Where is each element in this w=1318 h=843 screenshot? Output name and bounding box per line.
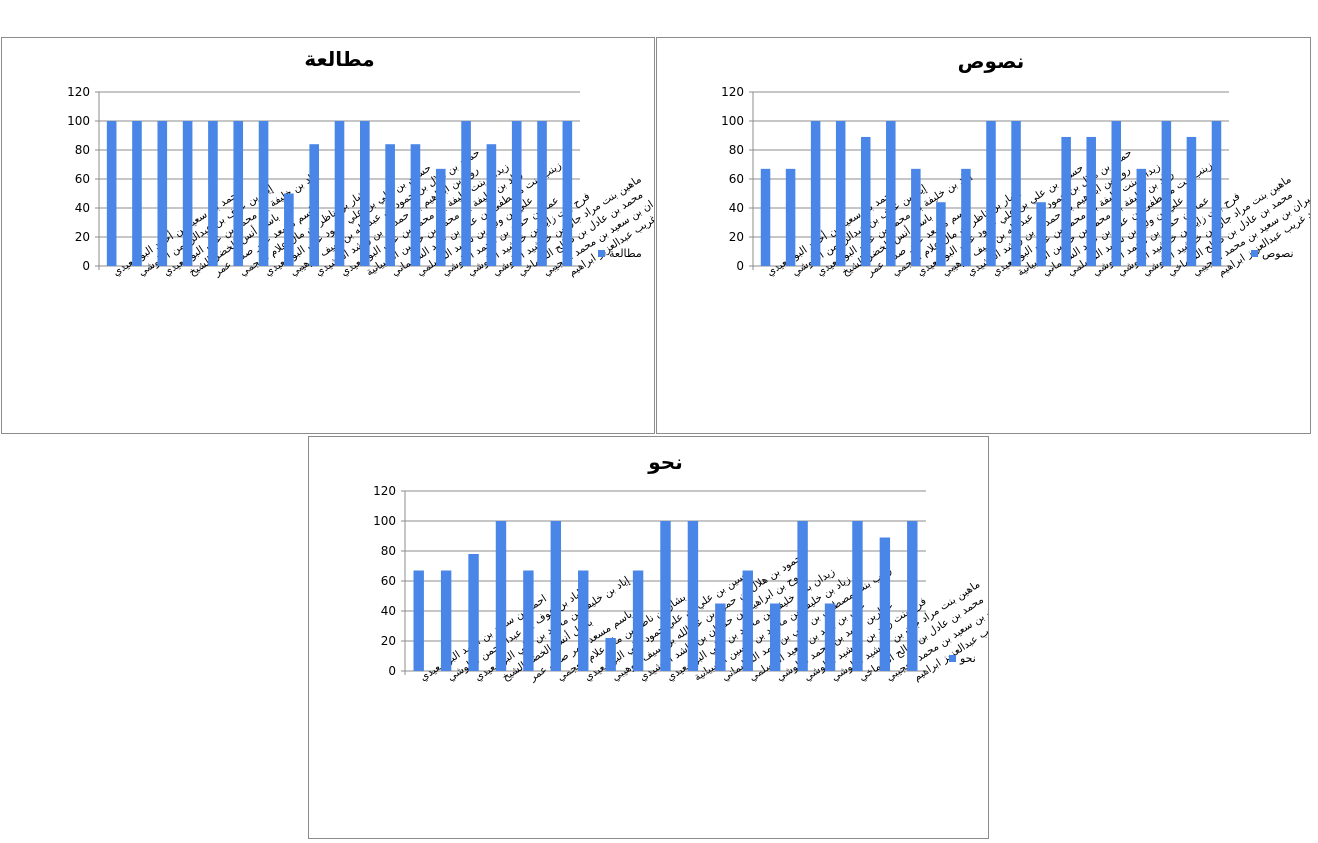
bar xyxy=(886,121,896,266)
bar xyxy=(1036,202,1046,266)
bar xyxy=(632,570,644,671)
bar xyxy=(605,638,616,671)
bar xyxy=(440,570,452,671)
y-tick-label: 120 xyxy=(721,85,744,99)
bar xyxy=(1011,121,1021,266)
bar xyxy=(334,121,345,266)
bar xyxy=(1086,136,1096,266)
chart-mutalaa: مطالعة 0 20 40 60 80 100 120 احمد بن سعيد بن أحم… xyxy=(1,37,655,434)
bar xyxy=(233,121,244,266)
bar xyxy=(911,168,921,266)
bar xyxy=(860,136,871,266)
y-tick-label: 100 xyxy=(67,114,90,128)
legend-label: مطالعة xyxy=(609,247,642,260)
y-tick-label: 0 xyxy=(82,259,90,273)
y-tick-label: 20 xyxy=(729,230,744,244)
bar xyxy=(413,570,424,671)
bar xyxy=(208,121,218,266)
bar xyxy=(986,121,996,266)
bar xyxy=(797,521,808,671)
bar xyxy=(810,121,821,266)
chart-nahw: نحو 0 20 40 60 80 100 120 احمد بن سعيد بن أحمد ا… xyxy=(308,436,989,839)
bar xyxy=(961,168,971,266)
bar xyxy=(523,570,534,671)
bar xyxy=(715,603,726,671)
bar xyxy=(495,521,507,671)
chart-title: مطالعة xyxy=(304,47,374,71)
bar xyxy=(562,121,573,266)
bar xyxy=(486,144,497,266)
y-tick-label: 80 xyxy=(729,143,744,157)
y-tick-label: 20 xyxy=(381,634,396,648)
bar xyxy=(461,121,471,266)
bar xyxy=(1211,121,1222,266)
bar xyxy=(511,121,522,266)
chart-nusus: نصوص 0 20 40 60 80 100 120 احمد بن سعيد بن أحمد … xyxy=(656,37,1311,434)
bar xyxy=(835,121,846,266)
legend-marker xyxy=(1251,250,1258,257)
y-tick-label: 60 xyxy=(75,172,90,186)
y-tick-label: 80 xyxy=(75,143,90,157)
legend-marker xyxy=(598,250,605,257)
legend-marker xyxy=(949,655,956,662)
bar xyxy=(435,168,446,266)
bar xyxy=(824,603,836,671)
bar xyxy=(936,202,946,266)
y-tick-label: 60 xyxy=(381,574,396,588)
y-tick-label: 0 xyxy=(736,259,744,273)
bar xyxy=(468,554,479,671)
bar xyxy=(742,570,753,671)
y-tick-label: 80 xyxy=(381,544,396,558)
y-tick-label: 0 xyxy=(388,664,396,678)
bar xyxy=(284,193,294,266)
bar xyxy=(852,521,863,671)
bar xyxy=(1111,121,1122,266)
bar xyxy=(106,121,117,266)
chart-title: نحو xyxy=(647,450,682,474)
legend-label: نصوص xyxy=(1262,247,1294,260)
bar xyxy=(760,168,771,266)
bar xyxy=(258,121,269,266)
bar xyxy=(578,570,589,671)
bar xyxy=(785,168,796,266)
bar xyxy=(157,121,168,266)
bar xyxy=(907,521,918,671)
bar xyxy=(660,521,671,671)
y-tick-label: 60 xyxy=(729,172,744,186)
bar xyxy=(537,121,547,266)
bar xyxy=(687,521,699,671)
bar xyxy=(1061,136,1071,266)
bar xyxy=(769,603,781,671)
bar xyxy=(1161,121,1172,266)
y-tick-label: 40 xyxy=(75,201,90,215)
y-tick-label: 20 xyxy=(75,230,90,244)
y-tick-label: 40 xyxy=(729,201,744,215)
bar xyxy=(182,121,193,266)
y-tick-label: 40 xyxy=(381,604,396,618)
bar xyxy=(309,144,319,266)
chart-title: نصوص xyxy=(958,49,1025,73)
bar xyxy=(879,537,891,671)
y-tick-label: 120 xyxy=(67,85,90,99)
bar xyxy=(1136,168,1147,266)
y-tick-label: 100 xyxy=(721,114,744,128)
bar xyxy=(410,144,421,266)
y-tick-label: 100 xyxy=(373,514,396,528)
bar xyxy=(360,121,370,266)
legend-label: نحو xyxy=(959,652,976,665)
bar xyxy=(550,521,562,671)
bar xyxy=(385,144,395,266)
y-tick-label: 120 xyxy=(373,484,396,498)
bar xyxy=(1186,136,1197,266)
bar xyxy=(132,121,142,266)
